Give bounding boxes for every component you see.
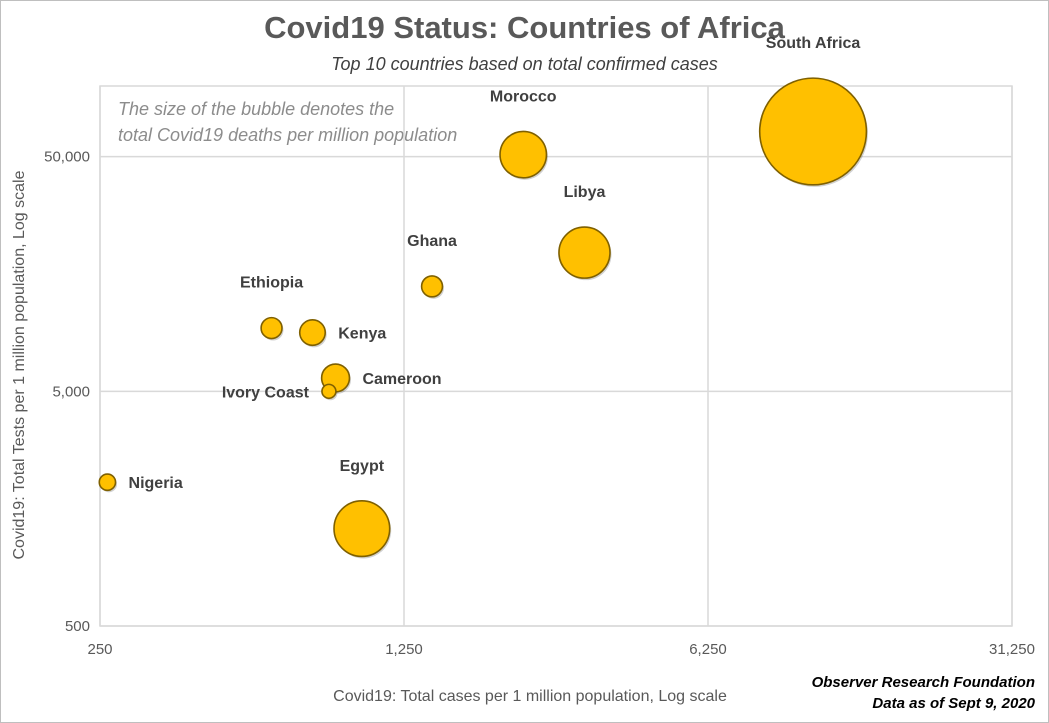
note-line-1: The size of the bubble denotes the — [118, 99, 395, 119]
x-tick-label: 1,250 — [385, 641, 423, 658]
x-tick-label: 31,250 — [989, 641, 1035, 658]
bubble-label: Ivory Coast — [222, 384, 310, 401]
x-axis-label: Covid19: Total cases per 1 million popul… — [333, 688, 727, 705]
bubble-ethiopia — [260, 316, 283, 340]
bubble-labels: South Africa Morocco Libya Ghana Ethiopia Ken… — [129, 35, 861, 492]
bubble-nigeria — [98, 473, 117, 492]
y-tick-label: 500 — [65, 618, 90, 635]
y-tick-labels: 500 5,000 50,000 — [44, 149, 90, 635]
bubble-label: Morocco — [490, 88, 557, 105]
bubbles — [98, 77, 868, 559]
bubble-morocco — [499, 130, 548, 179]
bubble-label: Ghana — [407, 233, 457, 250]
x-tick-label: 6,250 — [689, 641, 727, 658]
source-note: Observer Research Foundation Data as of … — [812, 672, 1035, 714]
x-tick-labels: 250 1,250 6,250 31,250 — [87, 641, 1034, 658]
grid-lines — [99, 85, 1013, 627]
bubble-egypt — [333, 499, 391, 558]
note-line-2: total Covid19 deaths per million populat… — [118, 125, 458, 145]
chart-subtitle: Top 10 countries based on total confirme… — [331, 54, 718, 74]
plot-area-border — [99, 85, 1013, 627]
source-line-2: Data as of Sept 9, 2020 — [872, 695, 1035, 712]
bubble-label: Cameroon — [362, 371, 441, 388]
chart-title: Covid19 Status: Countries of Africa — [264, 10, 785, 45]
bubble-libya — [558, 226, 611, 279]
bubble-label: Ethiopia — [240, 275, 303, 292]
y-axis-label-text: Covid19: Total Tests per 1 million popul… — [11, 170, 28, 560]
bubble-label: Libya — [564, 184, 606, 201]
bubble-label: South Africa — [766, 35, 861, 52]
bubble-kenya — [298, 318, 327, 347]
bubble-ivory-coast — [321, 383, 337, 400]
bubble-label: Nigeria — [129, 475, 183, 492]
source-line-1: Observer Research Foundation — [811, 674, 1035, 691]
bubble-label: Kenya — [338, 326, 386, 343]
bubble-label: Egypt — [340, 458, 385, 475]
y-tick-label: 5,000 — [52, 383, 90, 400]
bubble-south-africa — [758, 77, 868, 186]
y-tick-label: 50,000 — [44, 149, 90, 166]
bubble-ghana — [420, 275, 444, 298]
x-tick-label: 250 — [87, 641, 112, 658]
bubble-size-note: The size of the bubble denotes the total… — [118, 96, 538, 148]
